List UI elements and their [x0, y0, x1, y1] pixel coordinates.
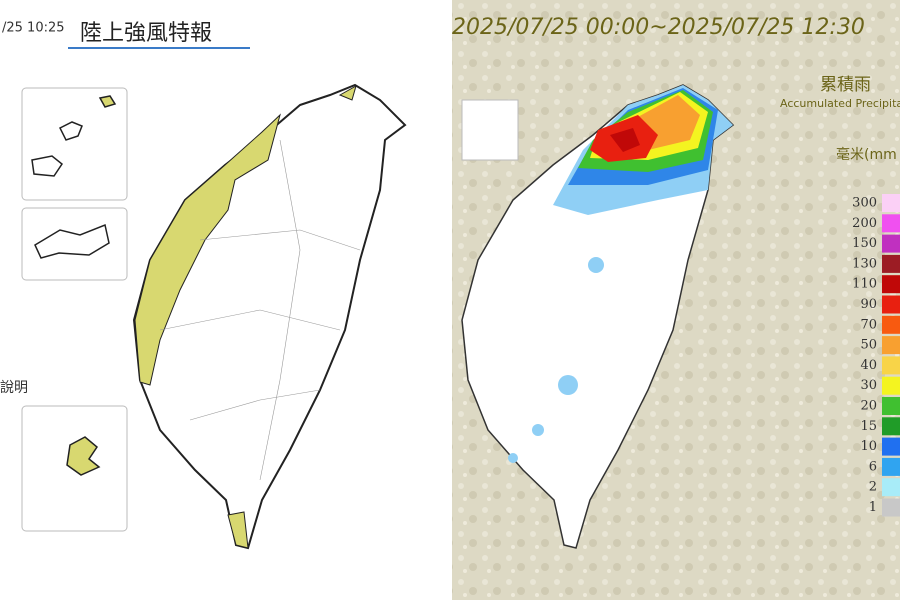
legend-swatch — [882, 295, 900, 314]
legend-swatch — [882, 275, 900, 294]
legend-swatch — [882, 417, 900, 436]
warning-area — [134, 84, 357, 549]
legend-label: 70 — [860, 317, 877, 332]
legend-label: 20 — [860, 399, 877, 414]
legend-label: 6 — [869, 459, 877, 474]
legend-label: 1 — [869, 500, 877, 515]
legend-swatch — [882, 214, 900, 233]
legend-swatch — [882, 254, 900, 273]
legend: 300 200 150 130 110 90 70 50 40 30 20 15 10 6 2 1 — [852, 194, 900, 517]
timestamp: /25 10:25 — [2, 21, 65, 36]
period: 2025/07/25 00:00~2025/07/25 12:30 — [452, 15, 865, 40]
title: 陸上強風特報 — [80, 21, 212, 46]
legend-label: 40 — [860, 358, 877, 373]
legend-label: 10 — [860, 439, 877, 454]
legend-label: 130 — [852, 256, 877, 271]
legend-swatch — [882, 356, 900, 375]
rain-spots — [508, 257, 604, 463]
note: 說明 — [0, 379, 28, 396]
legend-swatch — [882, 498, 900, 517]
county-lines — [159, 139, 361, 481]
legend-label: 90 — [860, 297, 877, 312]
legend-label: 50 — [860, 338, 877, 353]
rain-dark-red — [610, 128, 640, 152]
legend-swatch — [882, 336, 900, 355]
legend-label: 300 — [852, 196, 877, 211]
legend-swatch — [882, 234, 900, 253]
legend-swatch — [882, 194, 900, 212]
legend-subtitle: Accumulated Precipitati — [780, 97, 900, 110]
legend-swatch — [882, 437, 900, 456]
islands — [31, 95, 117, 476]
legend-label: 150 — [852, 236, 877, 251]
legend-label: 110 — [852, 277, 877, 292]
legend-label: 30 — [860, 378, 877, 393]
legend-label: 15 — [860, 419, 877, 434]
legend-swatch — [882, 397, 900, 415]
unit: 毫米(mm — [836, 146, 897, 163]
inset-boxes — [21, 87, 128, 532]
inset-box — [461, 99, 519, 161]
legend-swatch — [882, 478, 900, 497]
legend-swatch — [882, 315, 900, 334]
legend-title: 累積雨 — [820, 75, 871, 95]
legend-swatch — [882, 376, 900, 395]
legend-swatch — [882, 457, 900, 476]
legend-label: 2 — [869, 480, 877, 495]
rain-map — [461, 84, 734, 549]
legend-label: 200 — [852, 216, 877, 231]
